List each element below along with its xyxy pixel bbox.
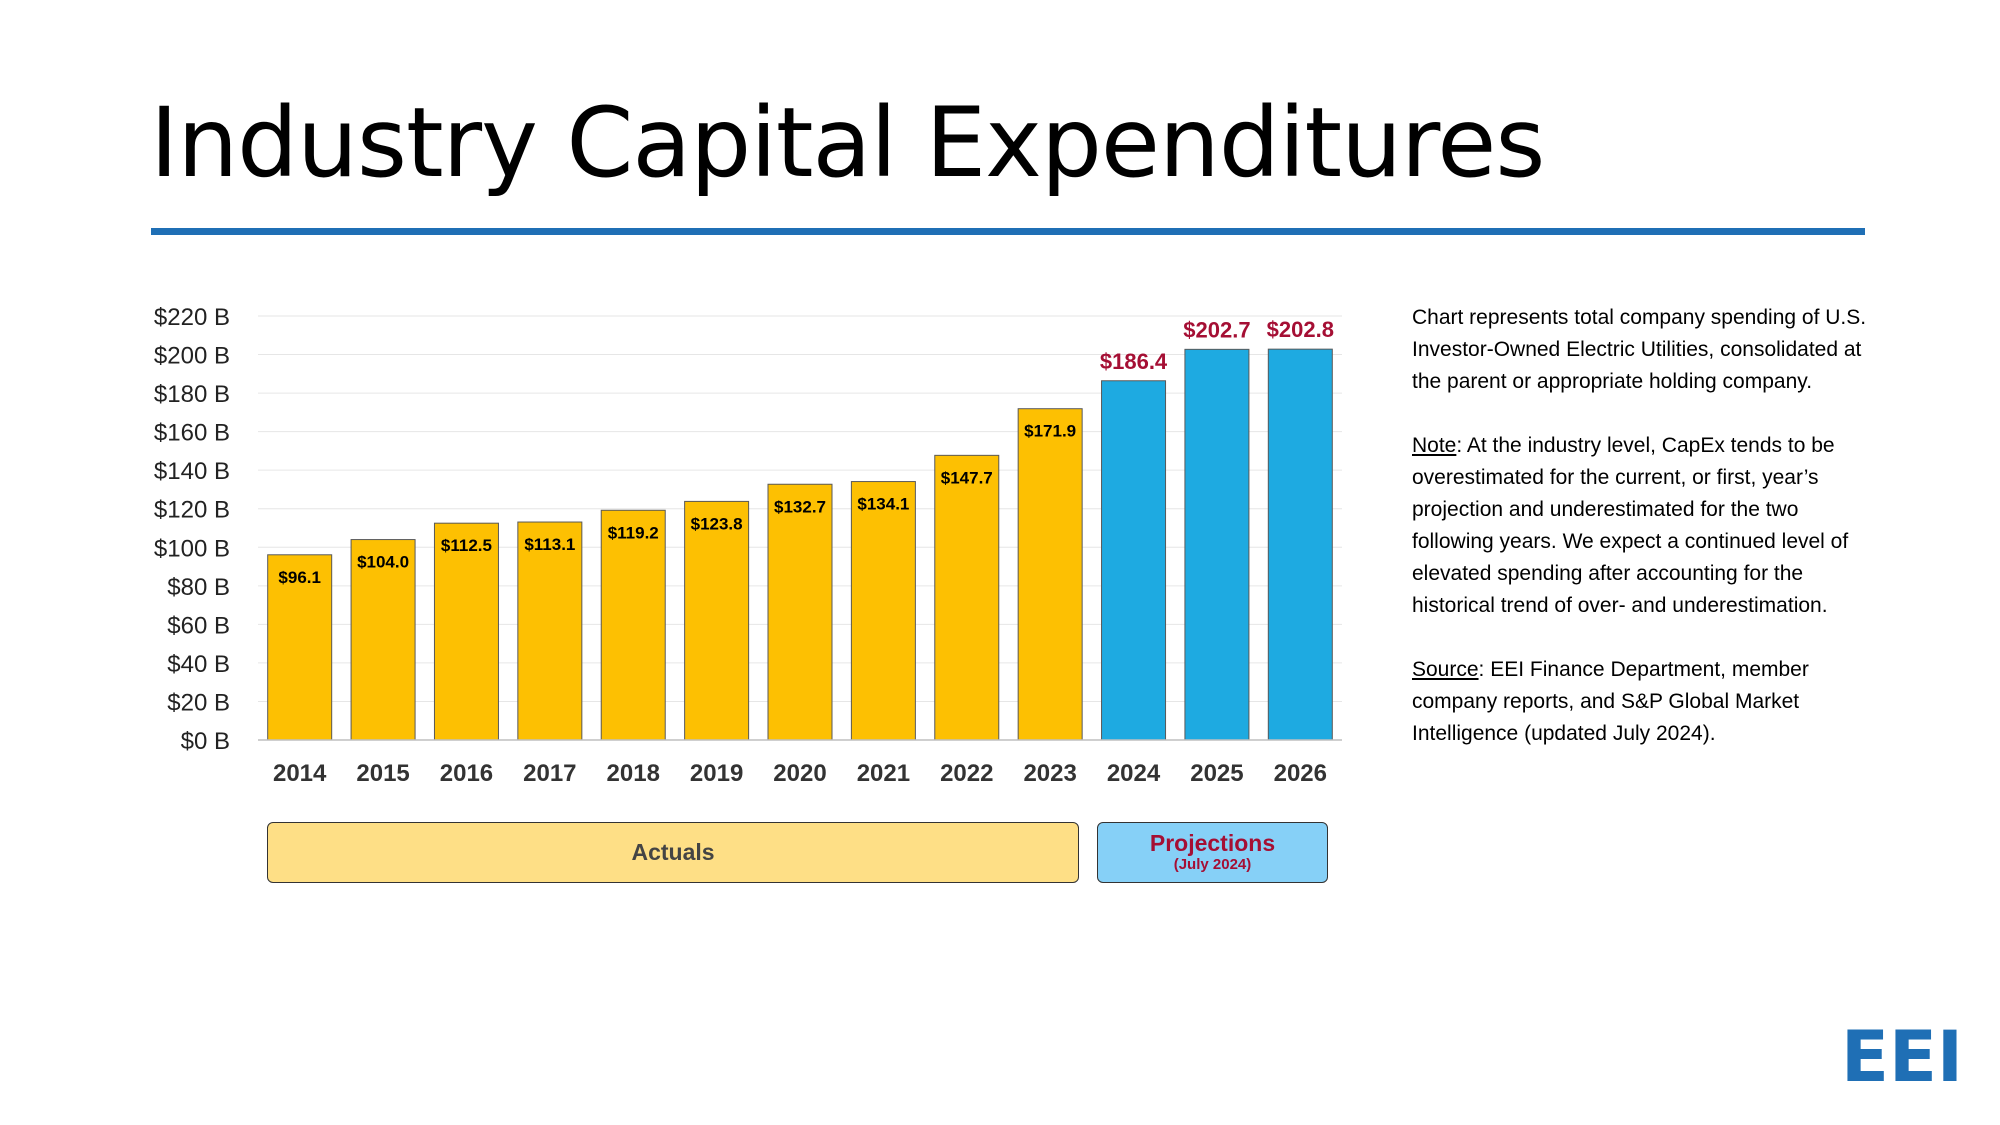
actual-bar [850, 481, 916, 741]
actual-bar [600, 509, 666, 741]
x-tick-label: 2019 [690, 760, 743, 787]
bar-value-label: $96.1 [278, 568, 321, 587]
bar-value-label: $112.5 [441, 536, 492, 555]
actuals-band-label: Actuals [631, 839, 715, 865]
bar-value-label: $134.1 [857, 495, 909, 514]
bar-value-label: $202.7 [1183, 317, 1250, 342]
y-tick-label: $0 B [181, 728, 230, 755]
projection-bar [1267, 348, 1333, 741]
y-tick-label: $100 B [154, 535, 230, 562]
bar-value-label: $104.0 [357, 553, 409, 572]
y-tick-label: $80 B [167, 574, 230, 601]
x-tick-label: 2020 [773, 760, 826, 787]
actual-bar [934, 454, 1000, 741]
actual-bar [1017, 408, 1083, 741]
page-title: Industry Capital Expenditures [150, 87, 1545, 199]
y-tick-label: $180 B [154, 381, 230, 408]
y-tick-label: $200 B [154, 343, 230, 370]
bar-value-label: $171.9 [1024, 422, 1076, 441]
x-tick-label: 2016 [440, 760, 493, 787]
bar-value-label: $113.1 [524, 535, 575, 554]
actual-bar [517, 521, 583, 741]
bar-value-label: $147.7 [941, 468, 993, 487]
note-text: : At the industry level, CapEx tends to … [1412, 434, 1849, 617]
x-tick-label: 2026 [1274, 760, 1327, 787]
y-axis-ticks: $0 B $20 B $40 B $60 B $80 B $100 B $120 B $140… [154, 304, 230, 755]
x-tick-label: 2021 [857, 760, 910, 787]
x-axis-ticks: 2014 2015 2016 2017 2018 2019 2020 2021 2022 2023… [273, 760, 1327, 787]
actual-bar [267, 554, 333, 741]
x-tick-label: 2015 [356, 760, 409, 787]
x-tick-label: 2014 [273, 760, 327, 787]
y-tick-label: $140 B [154, 458, 230, 485]
eei-logo: EEI [1841, 1028, 1963, 1084]
note-label: Note [1412, 434, 1457, 457]
y-tick-label: $160 B [154, 420, 230, 447]
projections-band-sublabel: (July 2024) [1173, 856, 1252, 873]
eei-logo-text: EEI [1841, 1028, 1963, 1084]
title-divider [151, 228, 1865, 235]
x-tick-label: 2017 [523, 760, 576, 787]
x-tick-label: 2018 [607, 760, 660, 787]
source-text: : EEI Finance Department, member company… [1412, 658, 1809, 745]
actual-bar [767, 483, 833, 741]
source-paragraph: Source: EEI Finance Department, member c… [1412, 654, 1882, 750]
chart-notes: Chart represents total company spending … [1412, 302, 1882, 782]
projection-bar [1101, 380, 1167, 741]
projections-band: Projections (July 2024) [1097, 822, 1328, 883]
note-paragraph: Note: At the industry level, CapEx tends… [1412, 430, 1882, 622]
bar-value-label: $119.2 [608, 523, 659, 542]
projections-band-label: Projections [1149, 830, 1276, 856]
x-tick-label: 2025 [1190, 760, 1243, 787]
y-tick-label: $220 B [154, 304, 230, 331]
chart-description: Chart represents total company spending … [1412, 306, 1867, 393]
x-tick-label: 2024 [1107, 760, 1161, 787]
data-labels: $96.1 $104.0 $112.5 $113.1 $119.2 $123.8 $132.… [278, 317, 1334, 587]
bars [267, 348, 1333, 741]
y-tick-label: $20 B [167, 689, 230, 716]
actual-bar [684, 500, 750, 741]
actual-bar [350, 539, 416, 741]
actuals-band: Actuals [267, 822, 1079, 883]
bar-value-label: $186.4 [1100, 349, 1168, 374]
y-tick-label: $60 B [167, 612, 230, 639]
bar-value-label: $123.8 [691, 514, 743, 533]
source-label: Source [1412, 658, 1479, 681]
y-tick-label: $120 B [154, 497, 230, 524]
y-tick-label: $40 B [167, 651, 230, 678]
projection-bar [1184, 348, 1250, 741]
bar-value-label: $202.8 [1267, 317, 1334, 342]
bar-value-label: $132.7 [774, 497, 826, 516]
x-tick-label: 2023 [1023, 760, 1076, 787]
actual-bar [433, 522, 499, 741]
x-tick-label: 2022 [940, 760, 993, 787]
